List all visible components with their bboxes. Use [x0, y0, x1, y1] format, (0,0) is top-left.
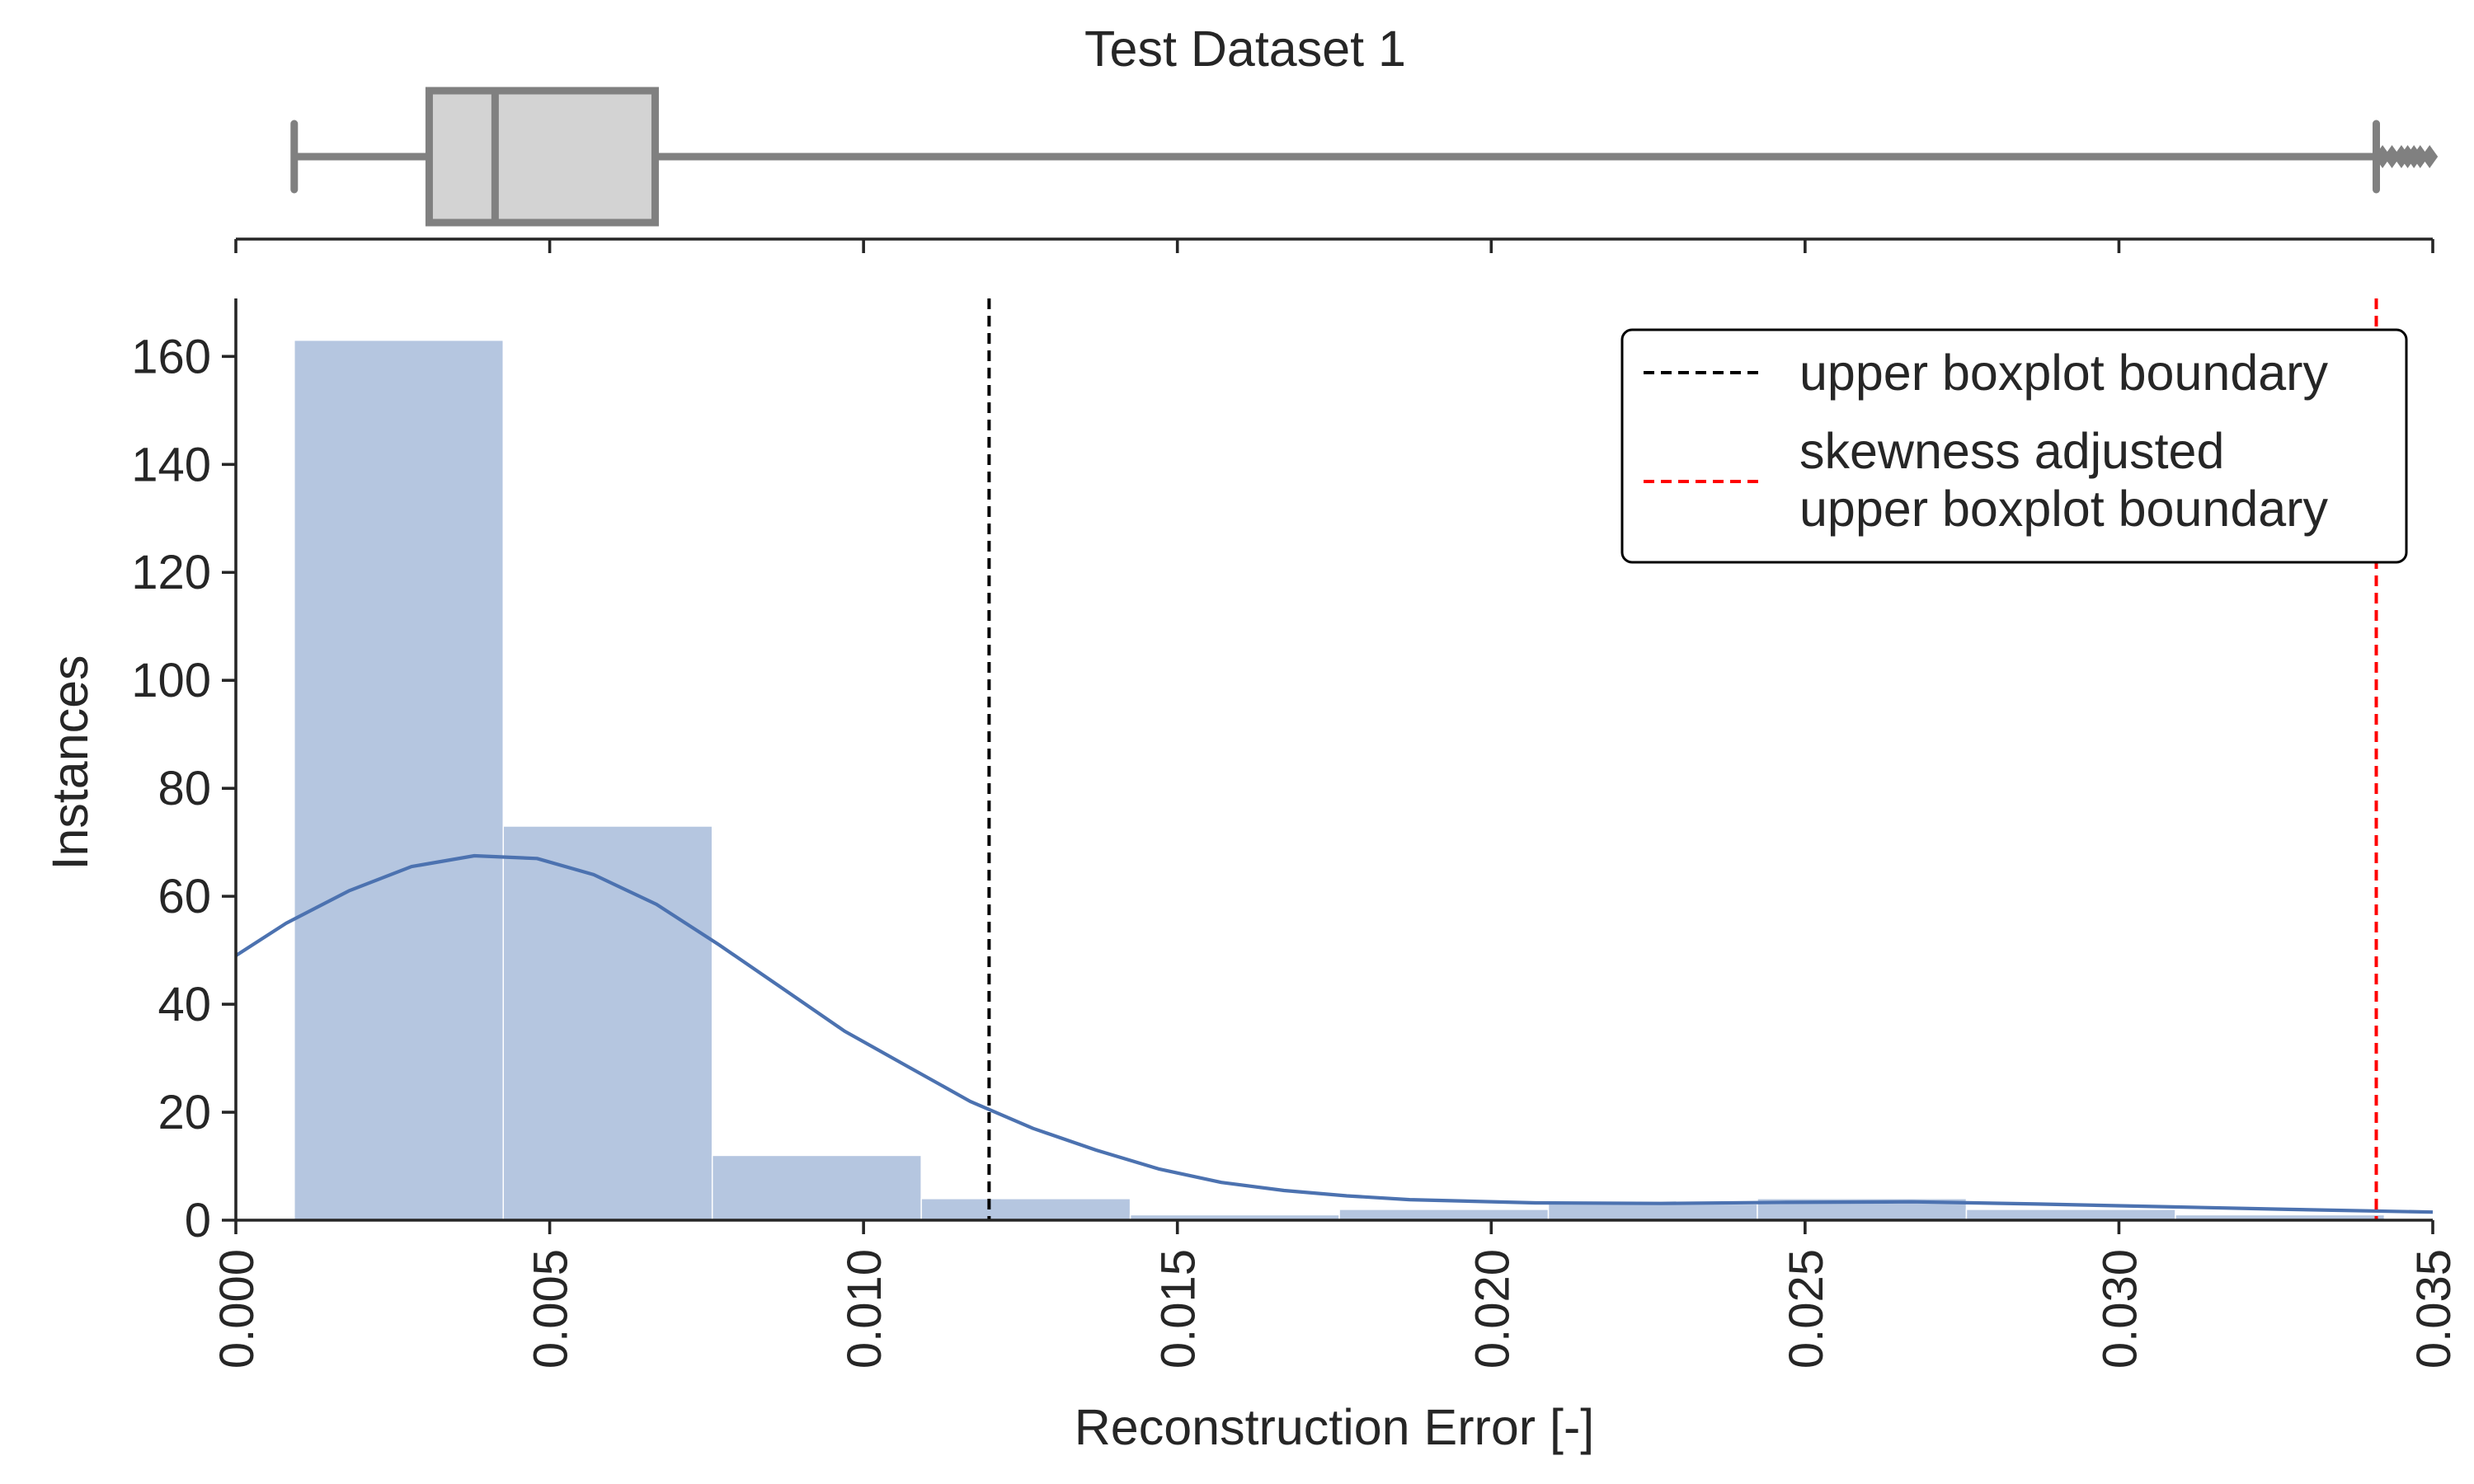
chart-title: Test Dataset 1	[1084, 21, 1406, 77]
x-tick-label: 0.035	[2407, 1249, 2461, 1369]
y-tick-label: 0	[185, 1194, 211, 1247]
boxplot-outlier	[2411, 145, 2429, 168]
boxplot-outlier	[2383, 145, 2401, 168]
x-tick-label: 0.030	[2093, 1249, 2147, 1369]
y-tick-label: 80	[158, 762, 211, 815]
y-tick-label: 60	[158, 870, 211, 923]
legend-label-upper-boxplot-boundary: upper boxplot boundary	[1799, 345, 2328, 401]
y-tick-label: 100	[131, 654, 211, 707]
histogram-bar	[1338, 1209, 1550, 1221]
y-axis-ticks: 0 20 40 60 80 100 120 140 160	[131, 330, 236, 1247]
boxplot-outlier	[2374, 145, 2392, 168]
histogram-bar	[711, 1154, 922, 1221]
histogram-bar	[294, 339, 504, 1221]
boxplot	[290, 87, 2439, 227]
legend: upper boxplot boundary skewness adjusted…	[1620, 328, 2408, 564]
legend-label-skewness-adjusted-line1: skewness adjusted	[1799, 423, 2224, 479]
x-axis-label: Reconstruction Error [-]	[1075, 1399, 1595, 1455]
y-tick-label: 160	[131, 330, 211, 383]
x-tick-label: 0.025	[1780, 1249, 1833, 1369]
reference-lines	[987, 298, 2378, 1220]
x-tick-label: 0.000	[210, 1249, 264, 1369]
x-tick-label: 0.005	[524, 1249, 578, 1369]
boxplot-outlier	[2421, 145, 2439, 168]
x-axis-ticks: 0.000 0.005 0.010 0.015 0.020 0.025 0.030 0.035	[210, 1220, 2461, 1369]
boxplot-panel: Test Dataset 1	[234, 21, 2439, 253]
boxplot-box	[425, 87, 659, 227]
histogram-bar	[502, 825, 713, 1221]
y-tick-label: 40	[158, 978, 211, 1031]
boxplot-x-ticks	[234, 239, 2434, 253]
x-tick-label: 0.020	[1465, 1249, 1519, 1369]
x-tick-label: 0.010	[838, 1249, 891, 1369]
histogram-bar	[1965, 1209, 2176, 1221]
histogram-bar	[920, 1198, 1131, 1221]
x-tick-label: 0.015	[1152, 1249, 1206, 1369]
y-tick-label: 20	[158, 1086, 211, 1139]
histogram-bar	[1547, 1203, 1758, 1221]
kde-line	[234, 853, 2434, 1214]
histogram-bars	[294, 339, 2386, 1221]
y-tick-label: 140	[131, 438, 211, 491]
legend-frame	[1620, 328, 2408, 564]
legend-label-skewness-adjusted-line2: upper boxplot boundary	[1799, 481, 2328, 537]
y-tick-label: 120	[131, 546, 211, 599]
y-axis-label: Instances	[42, 655, 98, 870]
